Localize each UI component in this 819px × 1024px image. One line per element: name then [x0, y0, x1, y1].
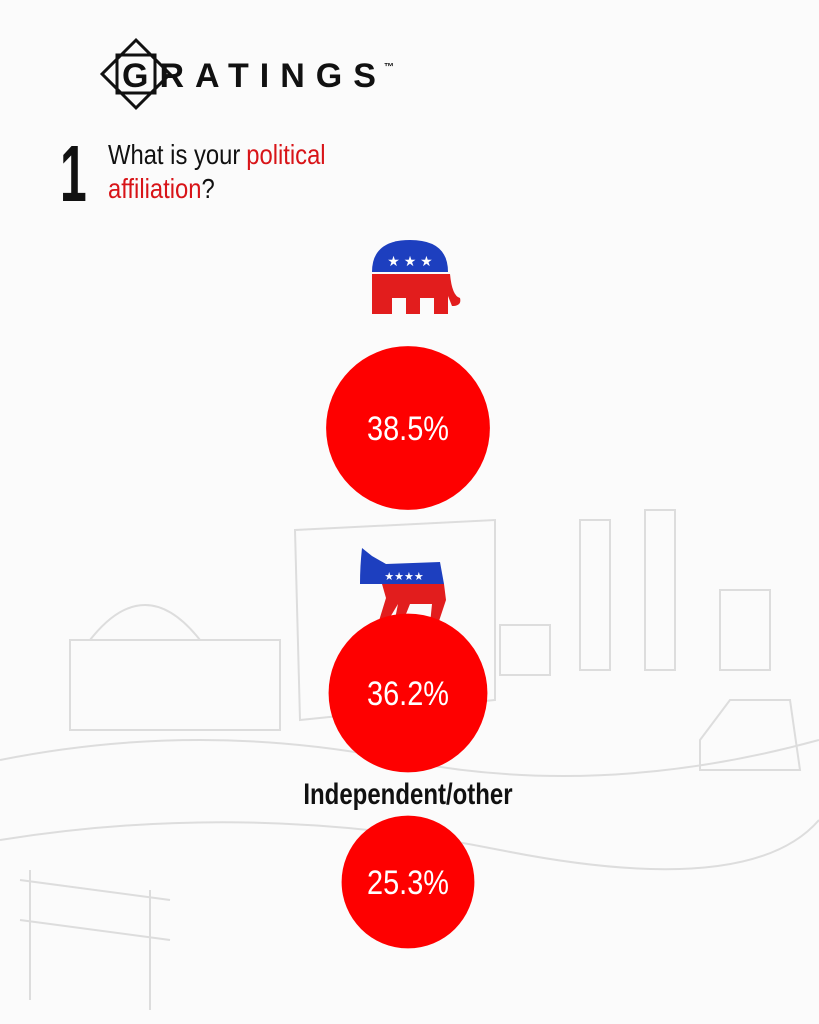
svg-text:★ ★ ★: ★ ★ ★	[387, 253, 432, 269]
question-title: What is your political affiliation?	[108, 138, 326, 206]
title-part: affiliation	[108, 173, 202, 204]
background-sketch	[0, 509, 819, 1010]
donkey-icon: ★★★★	[360, 548, 446, 624]
value-label: 36.2%	[367, 674, 449, 713]
title-part: What is your	[108, 139, 241, 170]
value-label: 38.5%	[367, 409, 449, 448]
bubble	[341, 815, 475, 949]
elephant-icon: ★ ★ ★	[372, 240, 461, 314]
title-part: ?	[201, 173, 215, 204]
category-label: Independent/other	[303, 776, 513, 810]
title-part: political	[246, 139, 326, 170]
value-label: 25.3%	[367, 863, 449, 902]
question-number: 1	[60, 129, 87, 218]
svg-text:★★★★: ★★★★	[384, 571, 424, 583]
bubble	[326, 346, 490, 510]
logo: GRATINGS ™	[99, 37, 394, 111]
trademark: ™	[384, 62, 394, 73]
brand: GRATINGS	[122, 57, 387, 95]
bubble	[328, 613, 488, 773]
